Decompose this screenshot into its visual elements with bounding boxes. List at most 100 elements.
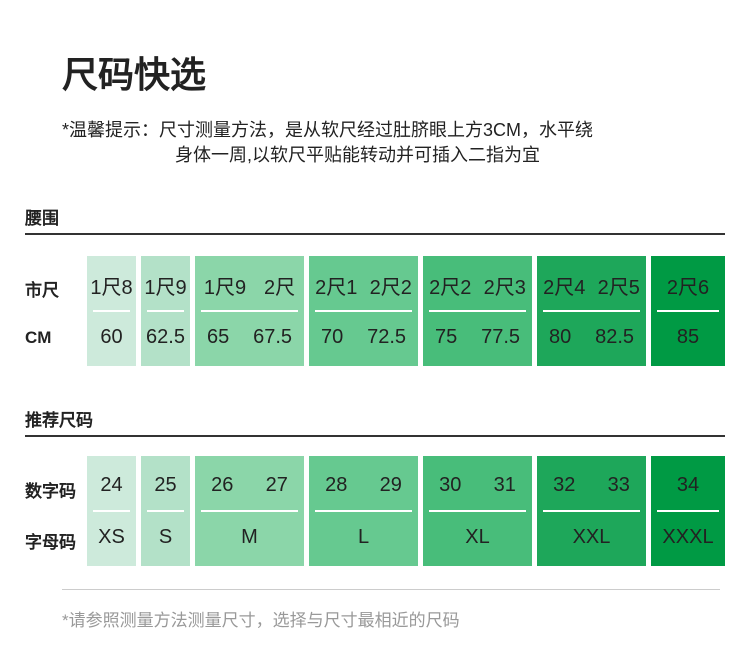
row-label-shichi: 市尺 <box>25 281 59 300</box>
size-column: 1尺8 60 <box>87 256 136 366</box>
size-value: 82.5 <box>595 325 635 348</box>
size-value: S <box>158 525 173 548</box>
size-value: 77.5 <box>481 325 521 348</box>
cell-divider <box>543 310 640 312</box>
top-values: 34 <box>651 460 725 510</box>
cell-divider <box>543 510 640 512</box>
size-value: M <box>241 525 258 548</box>
size-column: 32 33 XXL <box>537 456 646 566</box>
page-title: 尺码快选 <box>62 54 207 95</box>
size-value: 85 <box>676 325 700 348</box>
size-value: 2尺3 <box>483 276 526 299</box>
size-value: 2尺4 <box>543 276 586 299</box>
cell-divider <box>93 510 130 512</box>
cell-divider <box>147 510 184 512</box>
size-value: 29 <box>379 473 402 496</box>
size-value: 60 <box>100 325 123 348</box>
bottom-values: 80 82.5 <box>537 312 646 362</box>
divider <box>25 435 725 437</box>
bottom-values: M <box>195 512 304 562</box>
waist-heading: 腰围 <box>25 209 59 228</box>
cell-divider <box>147 310 184 312</box>
cell-divider <box>429 310 526 312</box>
size-value: 33 <box>607 473 630 496</box>
size-column: 26 27 M <box>195 456 304 566</box>
cell-divider <box>201 510 298 512</box>
size-value: 80 <box>548 325 572 348</box>
row-label-cm: CM <box>25 328 52 347</box>
bottom-values: XL <box>423 512 532 562</box>
bottom-values: 60 <box>87 312 136 362</box>
bottom-values: 85 <box>651 312 725 362</box>
cell-divider <box>429 510 526 512</box>
size-value: XL <box>465 525 490 548</box>
bottom-values: 75 77.5 <box>423 312 532 362</box>
size-value: 1尺9 <box>203 276 247 299</box>
row-label-letter-size: 字母码 <box>25 533 76 552</box>
size-value: 24 <box>100 473 123 496</box>
size-value: 25 <box>154 473 177 496</box>
size-value: 2尺5 <box>597 276 640 299</box>
size-value: 27 <box>265 473 288 496</box>
size-value: 72.5 <box>367 325 407 348</box>
size-value: 2尺2 <box>429 276 472 299</box>
size-column: 24 XS <box>87 456 136 566</box>
top-values: 2尺2 2尺3 <box>423 260 532 310</box>
top-values: 2尺4 2尺5 <box>537 260 646 310</box>
size-value: L <box>357 525 370 548</box>
cell-divider <box>315 510 412 512</box>
top-values: 32 33 <box>537 460 646 510</box>
size-column: 28 29 L <box>309 456 418 566</box>
size-value: 2尺6 <box>666 276 710 299</box>
size-value: 75 <box>434 325 458 348</box>
top-values: 1尺9 2尺 <box>195 260 304 310</box>
size-value: 2尺 <box>263 276 296 299</box>
top-values: 1尺9 <box>141 260 190 310</box>
size-column: 2尺6 85 <box>651 256 725 366</box>
size-value: 32 <box>553 473 576 496</box>
size-value: 31 <box>493 473 516 496</box>
size-column: 2尺1 2尺2 70 72.5 <box>309 256 418 366</box>
top-values: 30 31 <box>423 460 532 510</box>
top-values: 28 29 <box>309 460 418 510</box>
size-value: 28 <box>325 473 348 496</box>
cell-divider <box>657 310 719 312</box>
divider <box>62 589 720 590</box>
top-values: 24 <box>87 460 136 510</box>
size-column: 1尺9 2尺 65 67.5 <box>195 256 304 366</box>
bottom-values: 65 67.5 <box>195 312 304 362</box>
bottom-values: L <box>309 512 418 562</box>
bottom-values: S <box>141 512 190 562</box>
size-column: 34 XXXL <box>651 456 725 566</box>
bottom-values: XXXL <box>651 512 725 562</box>
cell-divider <box>201 310 298 312</box>
row-label-number-size: 数字码 <box>25 482 76 501</box>
size-column: 1尺9 62.5 <box>141 256 190 366</box>
size-column: 2尺2 2尺3 75 77.5 <box>423 256 532 366</box>
size-value: 30 <box>439 473 462 496</box>
size-value: 67.5 <box>253 325 293 348</box>
measure-tip: *温馨提示：尺寸测量方法，是从软尺经过肚脐眼上方3CM，水平绕 身体一周,以软尺… <box>62 118 712 168</box>
size-column: 2尺4 2尺5 80 82.5 <box>537 256 646 366</box>
size-value: 1尺9 <box>144 276 187 299</box>
size-value: 62.5 <box>146 325 185 348</box>
tip-line-1: *温馨提示：尺寸测量方法，是从软尺经过肚脐眼上方3CM，水平绕 <box>62 120 594 140</box>
bottom-values: 62.5 <box>141 312 190 362</box>
cell-divider <box>93 310 130 312</box>
size-value: 34 <box>676 473 700 496</box>
top-values: 25 <box>141 460 190 510</box>
size-value: XXXL <box>662 525 714 548</box>
size-column: 25 S <box>141 456 190 566</box>
top-values: 26 27 <box>195 460 304 510</box>
recommend-heading: 推荐尺码 <box>25 411 93 430</box>
size-value: 1尺8 <box>90 276 133 299</box>
top-values: 2尺1 2尺2 <box>309 260 418 310</box>
bottom-values: XS <box>87 512 136 562</box>
cell-divider <box>657 510 719 512</box>
size-column: 30 31 XL <box>423 456 532 566</box>
size-value: 70 <box>320 325 344 348</box>
size-value: 26 <box>211 473 234 496</box>
top-values: 2尺6 <box>651 260 725 310</box>
size-value: 2尺2 <box>369 276 412 299</box>
top-values: 1尺8 <box>87 260 136 310</box>
